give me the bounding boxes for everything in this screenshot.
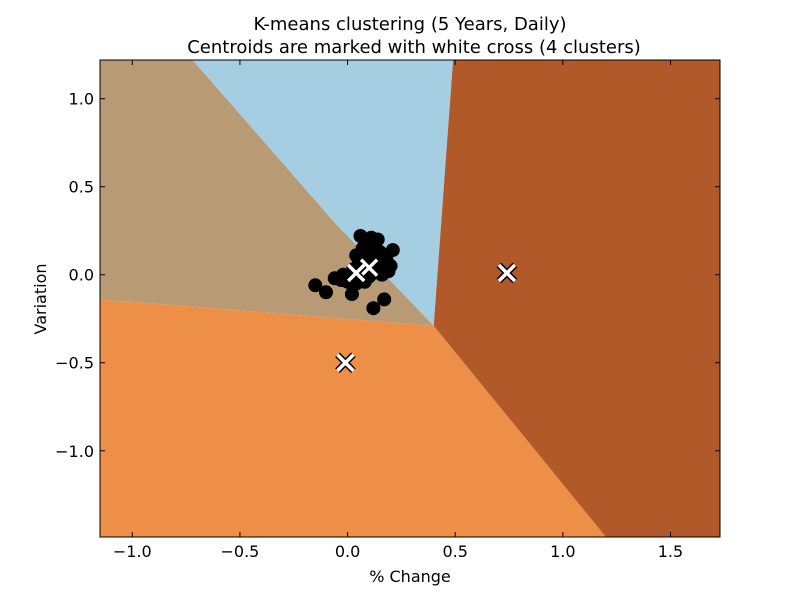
x-axis-label: % Change	[369, 567, 451, 586]
y-axis-label: Variation	[31, 264, 50, 335]
y-tick-label: 0.0	[69, 266, 94, 285]
centroid-cross	[358, 257, 380, 278]
data-point	[375, 267, 389, 282]
centroid-markers	[335, 257, 518, 374]
chart-title-line-1: K-means clustering (5 Years, Daily)	[253, 14, 566, 35]
y-tick-label: −1.0	[55, 442, 94, 461]
cluster-regions	[100, 60, 720, 537]
x-tick-label: 1.0	[550, 542, 575, 561]
y-tick-label: −0.5	[55, 354, 94, 373]
centroid-cross	[335, 352, 356, 374]
cluster-region-orange	[100, 299, 606, 537]
centroid-cross	[345, 262, 367, 284]
cluster-region-brown	[433, 60, 720, 537]
data-point	[377, 292, 392, 307]
y-axis-ticks: 1.0 0.5 0.0 −0.5 −1.0	[55, 90, 720, 461]
chart-title-line-2: Centroids are marked with white cross (4…	[187, 37, 641, 58]
data-point	[319, 285, 333, 300]
y-tick-label: 1.0	[69, 90, 94, 109]
x-tick-label: 0.0	[335, 542, 360, 561]
x-tick-label: −0.5	[221, 542, 260, 561]
x-tick-label: 1.5	[658, 542, 683, 561]
data-point	[370, 232, 385, 247]
cluster-region-tan	[100, 60, 434, 326]
y-tick-label: 0.5	[69, 178, 94, 197]
x-axis-ticks: −1.0 −0.5 0.0 0.5 1.0 1.5	[113, 60, 683, 561]
centroid-cross	[496, 262, 518, 284]
data-point	[344, 287, 359, 302]
plot-frame	[99, 59, 721, 538]
data-point	[308, 278, 323, 293]
x-tick-label: −1.0	[113, 542, 152, 561]
data-point	[366, 301, 381, 316]
x-tick-label: 0.5	[442, 542, 467, 561]
